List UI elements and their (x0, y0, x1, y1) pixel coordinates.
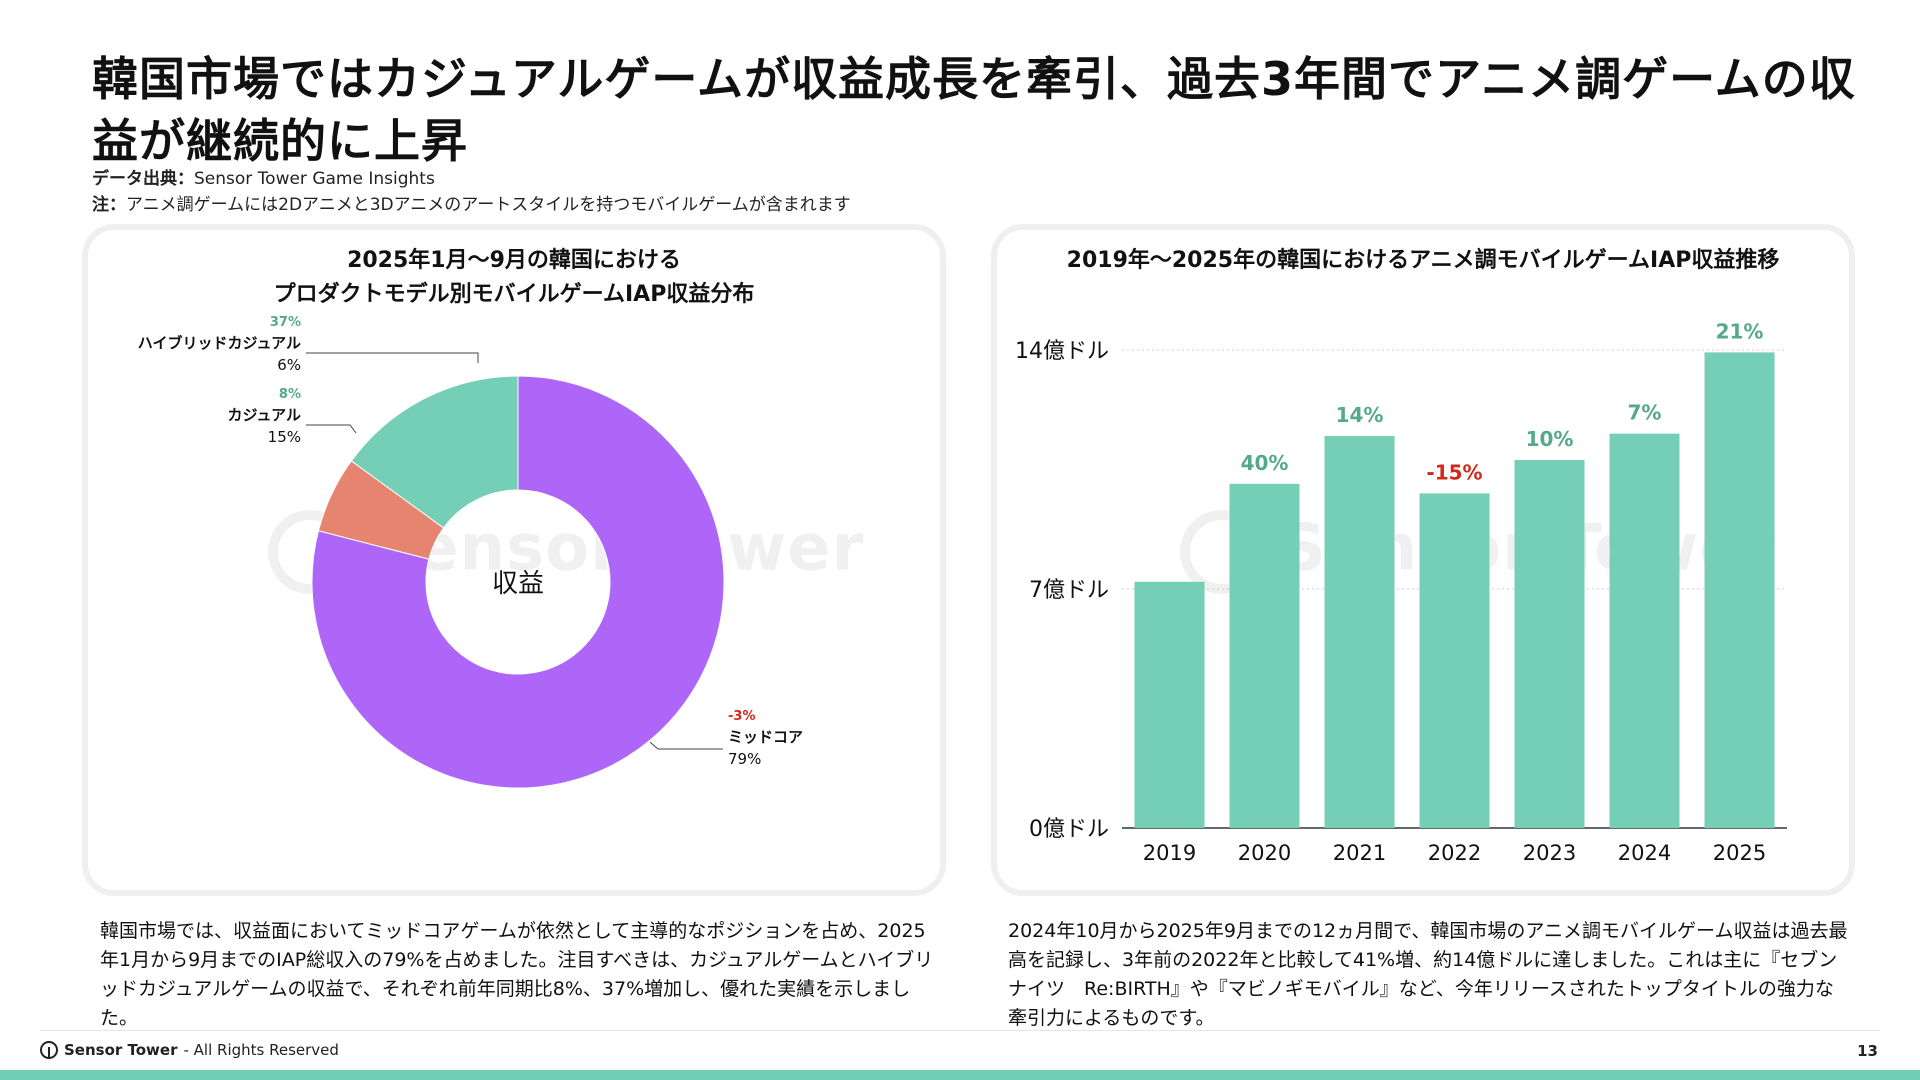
bar (1419, 493, 1490, 828)
bar-growth-label: 10% (1526, 427, 1574, 451)
left-description: 韓国市場では、収益面においてミッドコアゲームが依然として主導的なポジションを占め… (100, 920, 934, 1029)
donut-yoy-label: 8% (279, 387, 301, 402)
bar (1609, 433, 1680, 828)
donut-leader-line (649, 741, 723, 750)
page-number: 13 (1857, 1042, 1878, 1060)
bar-chart-title: 2019年〜2025年の韓国におけるアニメ調モバイルゲームIAP収益推移 (1066, 248, 1780, 273)
donut-value-label: 79% (728, 750, 761, 768)
bar-y-tick-label: 14億ドル (1015, 339, 1109, 364)
bar-growth-label: 7% (1628, 401, 1662, 425)
bar-x-tick-label: 2022 (1428, 841, 1481, 865)
bar (1704, 352, 1775, 828)
bar (1229, 483, 1300, 828)
bar (1514, 459, 1585, 828)
bar-x-tick-label: 2019 (1143, 841, 1196, 865)
bar-chart: 0億ドル 7億ドル 14億ドル 2019 2020 40% 2021 14% 2022 -15% 2… (1015, 319, 1787, 865)
footer-rights: - All Rights Reserved (183, 1041, 339, 1059)
bar-growth-label: -15% (1426, 460, 1482, 484)
donut-chart-card: 2025年1月〜9月の韓国における プロダクトモデル別モバイルゲームIAP収益分… (88, 230, 940, 890)
bar-y-tick-label: 0億ドル (1029, 817, 1109, 842)
donut-chart: 収益 -3% ミッドコア 79% 37% ハイブリッドカジュアル 6% 8% カジュアル 15% (138, 315, 803, 789)
bottom-accent-band (0, 1070, 1920, 1080)
bar (1324, 436, 1395, 828)
footer-logo: Sensor Tower - All Rights Reserved (40, 1041, 339, 1059)
donut-category-label: カジュアル (227, 406, 301, 424)
bar-y-tick-label: 7億ドル (1029, 578, 1109, 603)
bar-x-tick-label: 2025 (1713, 841, 1766, 865)
donut-value-label: 6% (277, 356, 301, 374)
bar-x-tick-label: 2021 (1333, 841, 1386, 865)
footer-divider (40, 1030, 1880, 1031)
source-value: Sensor Tower Game Insights (194, 169, 435, 189)
donut-slice (311, 375, 725, 789)
footer-brand: Sensor Tower (64, 1041, 178, 1059)
donut-category-label: ハイブリッドカジュアル (138, 334, 301, 352)
donut-leader-line (306, 352, 479, 363)
bar-chart-card: 2019年〜2025年の韓国におけるアニメ調モバイルゲームIAP収益推移 Sen… (997, 230, 1849, 890)
donut-chart-title-line1: 2025年1月〜9月の韓国における (347, 248, 681, 273)
donut-center-label: 収益 (492, 569, 544, 599)
bar-growth-label: 40% (1241, 451, 1289, 475)
source-label: データ出典： (92, 169, 194, 189)
donut-chart-title-line2: プロダクトモデル別モバイルゲームIAP収益分布 (273, 282, 755, 307)
page-title: 韓国市場ではカジュアルゲームが収益成長を牽引、過去3年間でアニメ調ゲームの収益が… (92, 52, 1856, 168)
note-value: アニメ調ゲームには2Dアニメと3Dアニメのアートスタイルを持つモバイルゲームが含… (126, 195, 851, 215)
donut-yoy-label: 37% (270, 315, 301, 330)
bar-x-tick-label: 2023 (1523, 841, 1576, 865)
note-label: 注： (92, 195, 126, 215)
source-note: データ出典：Sensor Tower Game Insights 注：アニメ調ゲ… (92, 166, 851, 218)
donut-value-label: 15% (268, 428, 301, 446)
bar-growth-label: 21% (1716, 319, 1764, 343)
bar (1134, 581, 1205, 828)
sensor-tower-logo-icon (40, 1041, 58, 1059)
donut-slice (350, 375, 519, 529)
donut-chart-title: 2025年1月〜9月の韓国における プロダクトモデル別モバイルゲームIAP収益分… (88, 244, 940, 312)
donut-yoy-label: -3% (728, 709, 755, 724)
donut-category-label: ミッドコア (728, 728, 803, 746)
right-description: 2024年10月から2025年9月までの12ヵ月間で、韓国市場のアニメ調モバイル… (1008, 920, 1848, 1029)
bar-x-tick-label: 2024 (1618, 841, 1671, 865)
donut-leader-line (306, 424, 357, 434)
bar-growth-label: 14% (1336, 403, 1384, 427)
bar-x-tick-label: 2020 (1238, 841, 1291, 865)
